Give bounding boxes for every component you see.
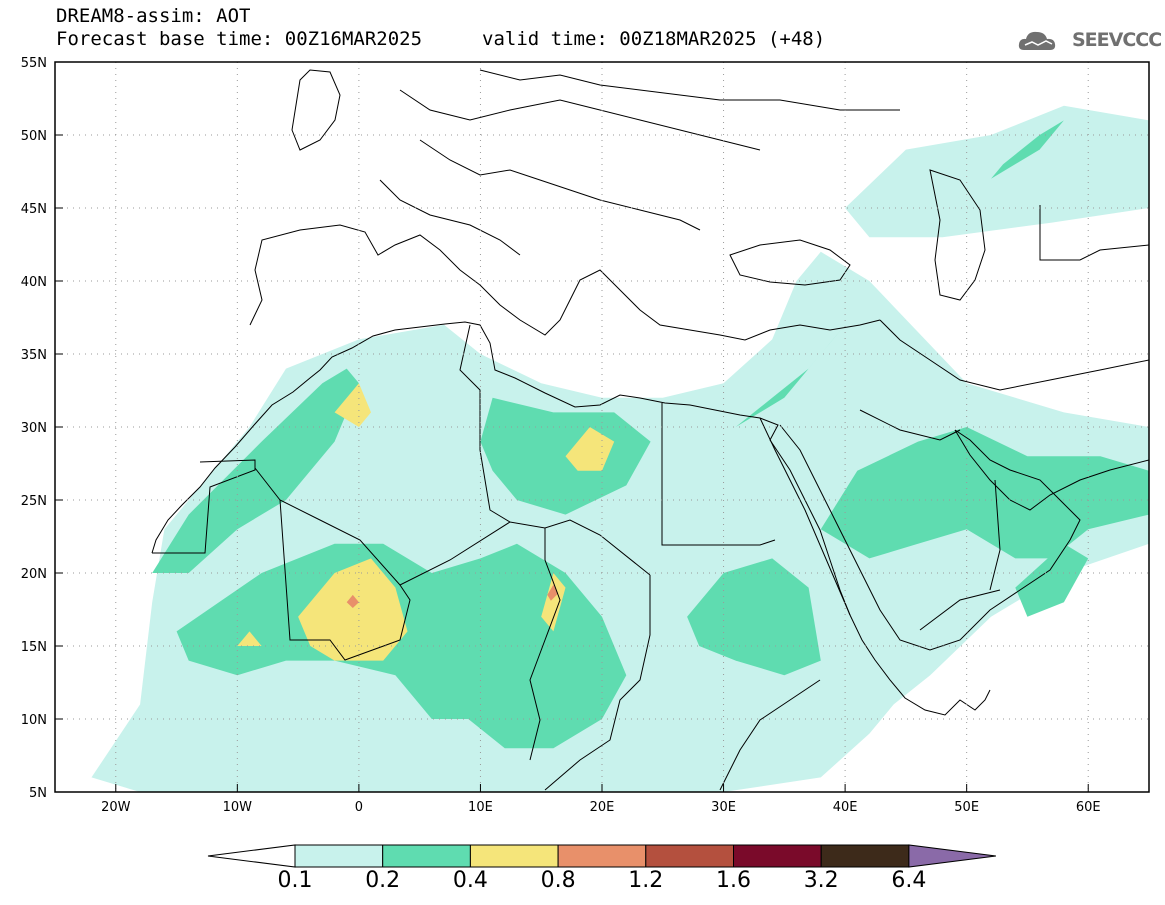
border-line: [459, 324, 511, 523]
border-line: [661, 403, 776, 546]
valid-time: valid time: 00Z18MAR2025 (+48): [482, 28, 826, 50]
lat-tick-label: 35N: [21, 348, 47, 363]
border-line: [152, 459, 256, 554]
colorbar-bin: [469, 844, 559, 868]
forecast-base-time: Forecast base time: 00Z16MAR2025: [56, 28, 423, 50]
lon-tick-label: 20W: [101, 800, 131, 815]
lon-tick-label: 20E: [590, 800, 615, 815]
lat-tick-label: 10N: [21, 713, 47, 728]
colorbar-below-arrow: [207, 844, 296, 868]
colorbar: [207, 844, 996, 868]
aot-region-high: [298, 558, 408, 661]
lon-tick-label: 10E: [468, 800, 493, 815]
colorbar-level-label: 6.4: [891, 868, 927, 893]
border-line: [379, 179, 521, 256]
lon-tick-label: 60E: [1076, 800, 1101, 815]
lat-tick-label: 50N: [21, 129, 47, 144]
aot-region-high: [541, 573, 566, 632]
lat-tick-label: 5N: [29, 786, 47, 801]
colorbar-level-label: 0.2: [365, 868, 401, 893]
colorbar-level-label: 3.2: [803, 868, 839, 893]
border-line: [279, 499, 411, 661]
border-line: [1039, 205, 1149, 261]
aot-region-medium: [820, 427, 1149, 559]
colorbar-bin: [557, 844, 647, 868]
colorbar-bin: [645, 844, 734, 868]
border-line: [544, 575, 651, 791]
uk-coastline: [291, 69, 341, 151]
caspian-coastline: [929, 169, 986, 301]
aot-region-high: [565, 427, 615, 471]
africa-coastline: [151, 321, 991, 716]
border-line: [719, 679, 821, 791]
aot-region-medium: [176, 543, 627, 749]
colorbar-level-label: 0.1: [277, 868, 313, 893]
colorbar-bin: [820, 844, 910, 868]
colorbar-level-label: 1.6: [716, 868, 751, 893]
lat-tick-label: 40N: [21, 275, 47, 290]
cloud-logo-icon: [1018, 31, 1056, 50]
lat-tick-label: 15N: [21, 640, 47, 655]
lat-tick-label: 25N: [21, 494, 47, 509]
arabia-coastline: [779, 424, 1081, 651]
colorbar-level-label: 0.4: [452, 868, 488, 893]
colorbar-bin: [382, 844, 471, 868]
aot-region-medium: [1015, 543, 1089, 617]
coastline-layer: [151, 69, 1149, 791]
aot-region-high: [334, 383, 371, 427]
map-title: DREAM8-assim: AOT: [56, 5, 251, 27]
europe-coastline: [249, 224, 881, 341]
colorbar-level-label: 0.8: [540, 868, 576, 893]
lon-tick-label: 40E: [833, 800, 858, 815]
lon-tick-label: 30E: [711, 800, 736, 815]
border-line: [399, 89, 761, 151]
lon-tick-label: 50E: [954, 800, 979, 815]
red-sea-west-coast: [759, 417, 851, 616]
border-line: [254, 467, 651, 586]
border-line: [529, 528, 561, 761]
colorbar-bin: [294, 844, 384, 868]
aot-region-high: [237, 631, 262, 646]
aot-fill-layer: [91, 105, 1149, 792]
border-line: [919, 589, 1001, 631]
lon-tick-label: 10W: [223, 800, 253, 815]
border-line: [419, 139, 701, 231]
persian-gulf-coastline: [954, 429, 1149, 511]
aot-region-medium: [152, 368, 359, 573]
lat-tick-label: 45N: [21, 202, 47, 217]
colorbar-bin: [733, 844, 822, 868]
aot-region-medium: [480, 397, 651, 515]
aot-region-peak: [346, 594, 359, 608]
border-line: [859, 409, 961, 441]
lat-tick-label: 30N: [21, 421, 47, 436]
border-line: [479, 69, 900, 111]
axis-ticks: 20W 10W 0 10E 20E 30E 40E 50E 60E 5N 10N 15N 20N 25N 3…: [21, 56, 1101, 815]
colorbar-above-arrow: [908, 844, 996, 868]
border-line: [989, 479, 1001, 591]
colorbar-level-label: 1.2: [628, 868, 664, 893]
lon-tick-label: 0: [355, 800, 363, 815]
border-line: [879, 319, 1149, 391]
logo-text: SEEVCCC: [1072, 29, 1162, 51]
lat-tick-label: 55N: [21, 56, 47, 71]
lat-tick-label: 20N: [21, 567, 47, 582]
